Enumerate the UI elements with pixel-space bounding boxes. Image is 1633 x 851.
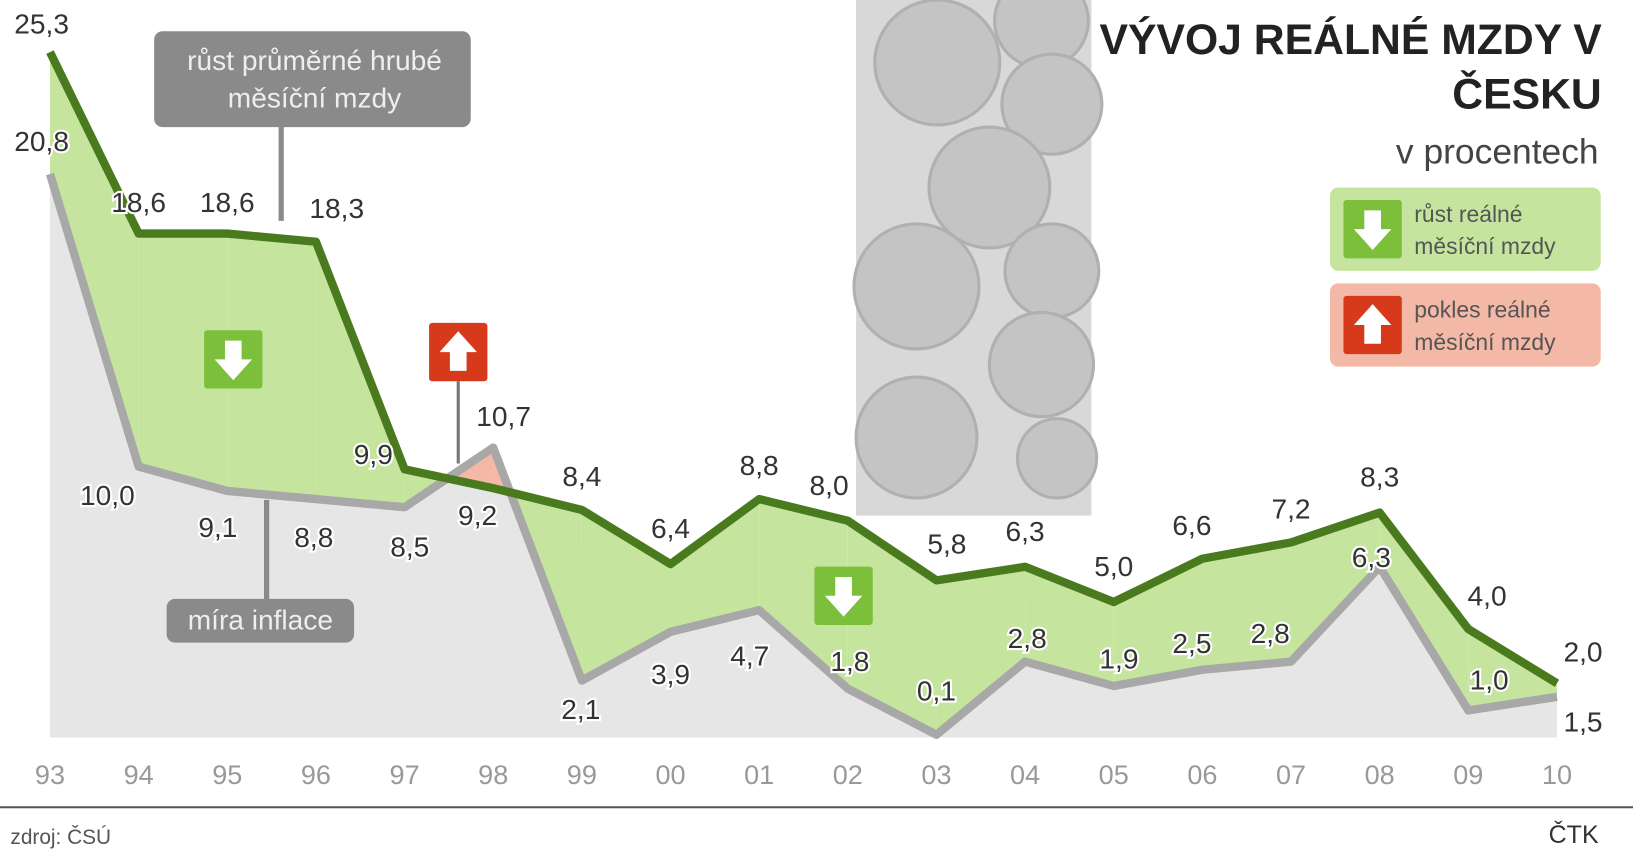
x-tick-label: 96 xyxy=(301,759,331,790)
value-label: 2,8 xyxy=(1008,623,1047,654)
x-tick-label: 10 xyxy=(1542,759,1572,790)
x-tick-label: 07 xyxy=(1276,759,1306,790)
difference-area xyxy=(936,566,1026,735)
value-label: 1,8 xyxy=(830,646,869,677)
x-tick-label: 01 xyxy=(744,759,774,790)
value-label: 9,2 xyxy=(458,500,497,531)
series-name: růst průměrné hrubé měsíční mzdy xyxy=(187,44,442,114)
title-box: VÝVOJ REÁLNÉ MZDY V ČESKU xyxy=(1099,15,1602,118)
value-label: 9,9 xyxy=(354,439,393,470)
x-tick-label: 95 xyxy=(212,759,242,790)
value-label: 18,6 xyxy=(200,187,255,218)
value-label: 4,7 xyxy=(730,640,769,671)
x-tick-label: 99 xyxy=(567,759,597,790)
difference-area xyxy=(49,52,139,467)
value-label: 6,4 xyxy=(651,513,690,544)
value-label: 3,9 xyxy=(651,659,690,690)
callout-box xyxy=(154,31,471,128)
difference-area xyxy=(1202,542,1292,670)
value-label: 5,0 xyxy=(1094,551,1133,582)
value-label: 25,3 xyxy=(14,8,69,39)
value-label: 6,3 xyxy=(1352,542,1391,573)
chart-subtitle: v procentech xyxy=(1396,132,1599,172)
icon-arrow xyxy=(1353,210,1392,250)
value-label: 8,8 xyxy=(294,522,333,553)
icon-arrow xyxy=(214,340,253,381)
value-label: 2,1 xyxy=(561,694,600,725)
value-label: 2,5 xyxy=(1172,628,1211,659)
value-label: 8,3 xyxy=(1360,462,1399,493)
inflation-area xyxy=(49,173,1557,738)
value-label: 2,8 xyxy=(1251,618,1290,649)
x-tick-label: 97 xyxy=(390,759,420,790)
value-label: 18,3 xyxy=(309,193,364,224)
x-tick-label: 03 xyxy=(921,759,951,790)
icon-arrow xyxy=(824,577,863,617)
value-label: 6,3 xyxy=(1006,516,1045,547)
series-name: míra inflace xyxy=(188,604,333,635)
series-name-box: růst průměrné hrubé měsíční mzdy xyxy=(187,44,442,114)
value-label: 20,8 xyxy=(14,126,69,157)
icon-arrow xyxy=(1353,304,1392,344)
difference-area xyxy=(1113,558,1203,686)
difference-area xyxy=(759,499,848,689)
x-tick-label: 06 xyxy=(1187,759,1217,790)
x-tick-label: 00 xyxy=(655,759,685,790)
value-label: 5,8 xyxy=(927,528,966,559)
chart-title: VÝVOJ REÁLNÉ MZDY V ČESKU xyxy=(1099,15,1602,118)
difference-area xyxy=(1379,512,1469,711)
x-tick-label: 08 xyxy=(1365,759,1395,790)
value-label: 8,5 xyxy=(390,531,429,562)
coin-photo xyxy=(852,0,1104,516)
value-label: 9,1 xyxy=(198,512,237,543)
x-tick-label: 09 xyxy=(1453,759,1483,790)
difference-area xyxy=(1291,512,1380,662)
x-tick-label: 98 xyxy=(478,759,508,790)
value-label: 1,0 xyxy=(1470,665,1509,696)
difference-area xyxy=(1468,629,1557,711)
credit: ČTK xyxy=(1549,820,1599,849)
difference-area xyxy=(227,233,316,500)
legend-label-box: růst reálné měsíční mzdy xyxy=(1414,201,1556,260)
series-line xyxy=(46,172,1558,739)
value-label: 4,0 xyxy=(1468,580,1507,611)
x-tick-label: 05 xyxy=(1099,759,1129,790)
difference-area xyxy=(670,499,760,632)
series-line xyxy=(46,50,1560,687)
value-label: 8,0 xyxy=(810,470,849,501)
x-tick-label: 02 xyxy=(833,759,863,790)
value-label: 7,2 xyxy=(1271,494,1310,525)
value-label: 1,5 xyxy=(1563,706,1602,737)
icon-arrow xyxy=(439,331,477,371)
legend-label: pokles reálné měsíční mzdy xyxy=(1414,296,1556,356)
value-label: 8,8 xyxy=(740,450,779,481)
difference-area xyxy=(138,233,228,491)
value-label: 0,1 xyxy=(917,676,956,707)
x-tick-label: 94 xyxy=(124,759,154,790)
value-label: 10,7 xyxy=(476,401,531,432)
source: zdroj: ČSÚ xyxy=(10,826,111,849)
value-label: 18,6 xyxy=(111,187,166,218)
value-label: 8,4 xyxy=(562,461,601,492)
value-label: 2,0 xyxy=(1563,637,1602,668)
value-label: 10,0 xyxy=(80,480,135,511)
legend-label-box: pokles reálné měsíční mzdy xyxy=(1414,296,1556,356)
callout-box xyxy=(166,598,355,643)
x-tick-label: 93 xyxy=(35,759,65,790)
x-tick-label: 04 xyxy=(1010,759,1040,790)
value-label: 6,6 xyxy=(1172,510,1211,541)
legend-label: růst reálné měsíční mzdy xyxy=(1414,201,1556,260)
value-label: 1,9 xyxy=(1099,643,1138,674)
